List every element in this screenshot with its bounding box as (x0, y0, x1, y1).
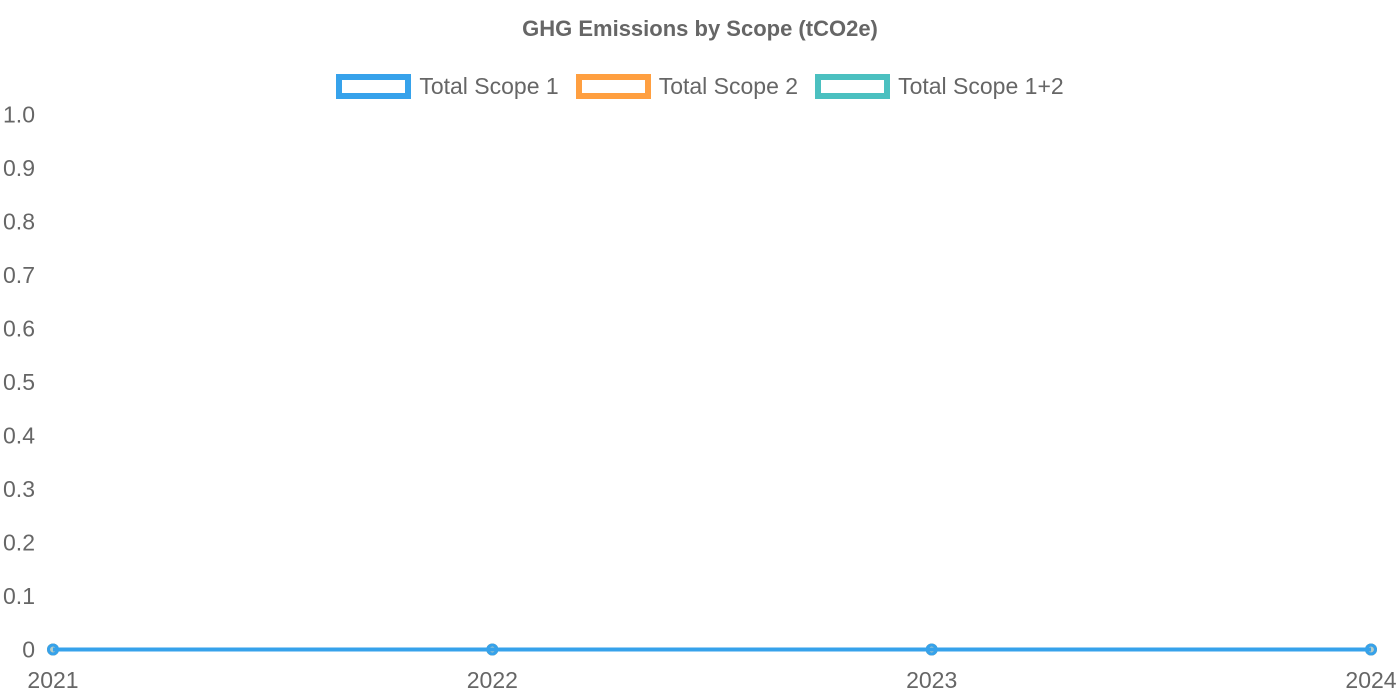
y-axis-tick-label: 1.0 (3, 102, 35, 128)
y-axis-tick-label: 0.4 (3, 423, 35, 449)
data-point-total-scope-1-2021[interactable] (47, 643, 59, 656)
legend-item-total-scope-1[interactable]: Total Scope 1 (336, 73, 559, 100)
legend-label: Total Scope 2 (658, 73, 799, 99)
x-axis-tick-label: 2023 (906, 667, 957, 693)
y-axis-tick-label: 0.7 (3, 262, 35, 288)
y-axis-tick-label: 0.3 (3, 476, 35, 502)
y-axis-tick-label: 0.2 (3, 530, 35, 556)
legend-swatch-total-scope-2 (575, 74, 651, 99)
y-axis-tick-label: 0.8 (3, 209, 35, 235)
chart-legend: Total Scope 1 Total Scope 2 Total Scope 1+… (0, 73, 1400, 100)
legend-swatch-total-scope-1-2 (815, 74, 891, 99)
y-axis-tick-label: 0.5 (3, 369, 35, 395)
legend-swatch-total-scope-1 (336, 74, 412, 99)
x-axis-tick-label: 2021 (27, 667, 78, 693)
legend-item-total-scope-2[interactable]: Total Scope 2 (575, 73, 799, 100)
y-axis-tick-label: 0 (22, 637, 35, 663)
data-point-total-scope-1-2022[interactable] (486, 643, 499, 656)
legend-label: Total Scope 1+2 (898, 73, 1064, 99)
y-axis-tick-label: 0.1 (3, 583, 35, 609)
x-axis-tick-label: 2024 (1345, 667, 1396, 693)
legend-item-total-scope-1-2[interactable]: Total Scope 1+2 (815, 73, 1064, 100)
legend-label: Total Scope 1 (419, 73, 559, 99)
data-point-total-scope-1-2023[interactable] (925, 643, 938, 656)
x-axis-tick-label: 2022 (467, 667, 518, 693)
data-point-total-scope-1-2024[interactable] (1365, 643, 1377, 656)
y-axis-tick-label: 0.9 (3, 155, 35, 181)
y-axis-tick-label: 0.6 (3, 316, 35, 342)
chart-title: GHG Emissions by Scope (tCO2e) (522, 16, 878, 41)
